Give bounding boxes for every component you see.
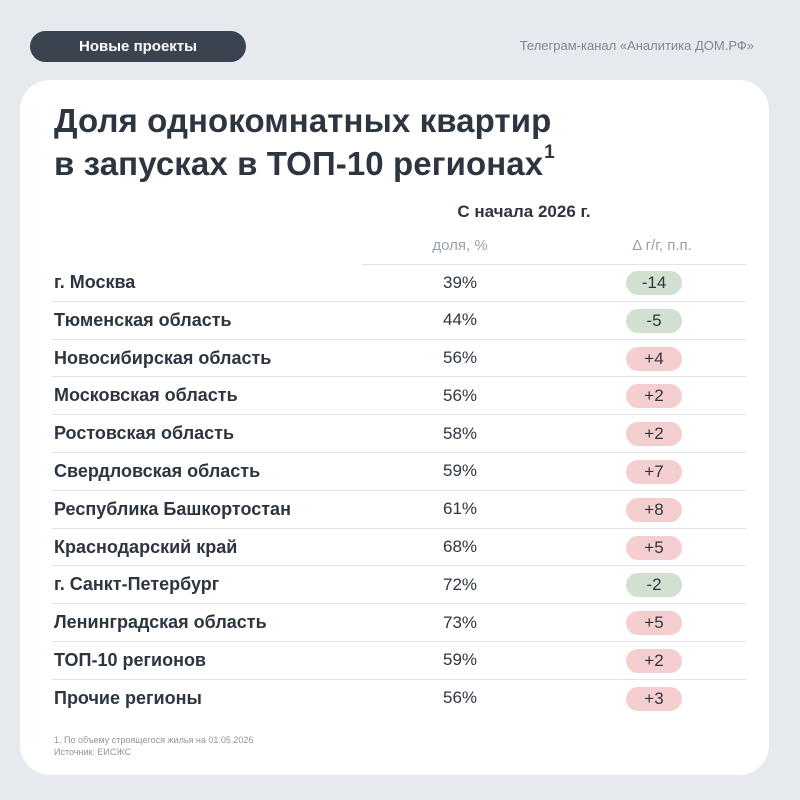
delta-badge: +2 [626, 384, 682, 409]
share-value: 56% [442, 348, 478, 368]
footnote-line-1: 1. По объему строящегося жилья на 01.05.… [54, 735, 254, 745]
table-row: Ростовская область 58% +2 [20, 415, 769, 453]
region-name: Республика Башкортостан [54, 498, 291, 519]
share-value: 72% [442, 574, 478, 594]
delta-badge: +4 [626, 346, 682, 371]
channel-caption: Телеграм-канал «Аналитика ДОМ.РФ» [519, 38, 754, 53]
delta-badge: -14 [626, 271, 682, 295]
region-name: Новосибирская область [54, 347, 272, 368]
table-row: Московская область 56% +2 [20, 377, 769, 415]
delta-badge: +3 [626, 686, 682, 711]
delta-badge: +2 [626, 648, 682, 673]
section-tag: Новые проекты [30, 31, 246, 62]
column-header-delta: Δ г/г, п.п. [632, 237, 692, 254]
region-name: ТОП-10 регионов [54, 649, 206, 670]
delta-badge: -2 [626, 573, 682, 598]
region-name: Свердловская область [54, 460, 261, 481]
data-table: г. Москва 39% -14 Тюменская область 44% … [20, 264, 769, 718]
share-value: 56% [442, 688, 478, 708]
table-row: Новосибирская область 56% +4 [20, 340, 769, 378]
region-name: г. Москва [54, 272, 136, 292]
share-value: 44% [442, 310, 478, 330]
share-value: 56% [442, 385, 478, 405]
region-name: Московская область [54, 385, 238, 406]
table-row: Прочие регионы 56% +3 [20, 680, 769, 718]
table-row: Свердловская область 59% +7 [20, 453, 769, 491]
footnote: 1. По объему строящегося жилья на 01.05.… [54, 734, 253, 758]
delta-badge: +5 [626, 611, 682, 636]
region-name: Краснодарский край [54, 536, 238, 557]
share-value: 73% [442, 612, 478, 632]
share-value: 68% [442, 537, 478, 557]
period-header: С начала 2026 г. [457, 202, 591, 221]
table-row: г. Москва 39% -14 [20, 264, 769, 302]
table-row: Тюменская область 44% -5 [20, 302, 769, 340]
share-value: 61% [442, 499, 478, 519]
region-name: Ростовская область [54, 423, 235, 444]
region-name: Ленинградская область [54, 612, 267, 633]
title-line-1: Доля однокомнатных квартир [54, 102, 552, 139]
content-card: Доля однокомнатных квартир в запусках в … [20, 80, 769, 775]
share-value: 58% [442, 423, 478, 443]
table-row: Ленинградская область 73% +5 [20, 604, 769, 642]
delta-badge: +5 [626, 535, 682, 560]
region-name: Прочие регионы [54, 687, 202, 708]
share-value: 39% [442, 272, 478, 292]
table-row: Республика Башкортостан 61% +8 [20, 491, 769, 529]
region-name: Тюменская область [54, 309, 232, 330]
footnote-source: Источник: ЕИСЖС [54, 747, 132, 757]
delta-badge: +2 [626, 422, 682, 447]
region-name: г. Санкт-Петербург [54, 574, 220, 595]
table-row: г. Санкт-Петербург 72% -2 [20, 566, 769, 604]
share-value: 59% [442, 650, 478, 670]
delta-badge: +8 [626, 497, 682, 522]
share-value: 59% [442, 461, 478, 481]
title-footnote-mark: 1 [544, 142, 555, 163]
delta-badge: -5 [626, 308, 682, 333]
page-title: Доля однокомнатных квартир в запусках в … [54, 99, 555, 185]
delta-badge: +7 [626, 459, 682, 484]
table-row: ТОП-10 регионов 59% +2 [20, 642, 769, 680]
table-row: Краснодарский край 68% +5 [20, 529, 769, 567]
column-header-share: доля, % [432, 237, 488, 254]
title-line-2: в запусках в ТОП-10 регионах [54, 145, 544, 182]
